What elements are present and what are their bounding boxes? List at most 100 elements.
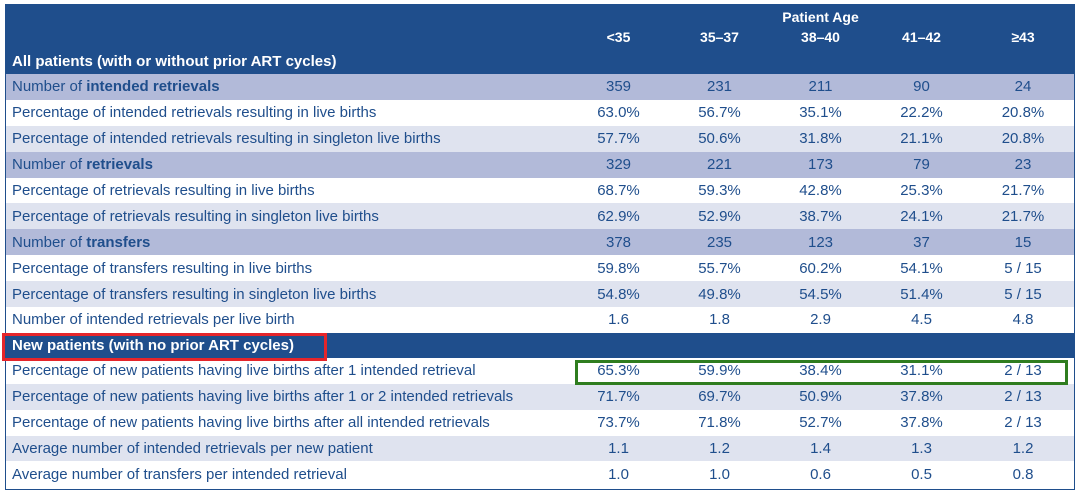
table-cell: 50.6%: [669, 125, 770, 152]
table-cell: 50.9%: [770, 383, 871, 410]
row-label: Number of intended retrievals: [6, 74, 568, 100]
section-header-all-patients: All patients (with or without prior ART …: [6, 49, 1074, 74]
table-cell: 329: [568, 151, 669, 178]
table-cell: 2 / 13: [972, 383, 1074, 410]
table-cell: 62.9%: [568, 203, 669, 230]
table-cell: 2 / 13: [972, 409, 1074, 436]
table-cell: 378: [568, 229, 669, 256]
table-cell: 22.2%: [871, 99, 972, 126]
table-cell: 35.1%: [770, 99, 871, 126]
table-cell: 60.2%: [770, 255, 871, 282]
table-cell: 57.7%: [568, 125, 669, 152]
table-cell: 1.8: [669, 307, 770, 333]
age-column-header: 35–37: [669, 25, 770, 49]
table-row: Percentage of new patients having live b…: [6, 409, 1074, 436]
table-cell: 5 / 15: [972, 281, 1074, 308]
table-cell: 37: [871, 229, 972, 256]
table-cell: 1.3: [871, 435, 972, 462]
row-label: Percentage of retrievals resulting in si…: [6, 203, 568, 230]
section-header-new-patients: New patients (with no prior ART cycles): [6, 332, 1074, 358]
table-cell: 0.5: [871, 461, 972, 488]
table-cell: 1.1: [568, 435, 669, 462]
table-cell: 37.8%: [871, 409, 972, 436]
table-cell: 90: [871, 74, 972, 100]
table-row: Percentage of transfers resulting in liv…: [6, 255, 1074, 282]
row-label: Percentage of transfers resulting in liv…: [6, 255, 568, 282]
table-cell: 59.3%: [669, 177, 770, 204]
table-cell: 56.7%: [669, 99, 770, 126]
row-label: Percentage of transfers resulting in sin…: [6, 281, 568, 308]
table-cell: 55.7%: [669, 255, 770, 282]
table-cell: 69.7%: [669, 383, 770, 410]
table-cell: 24: [972, 74, 1074, 100]
table-cell: 71.7%: [568, 383, 669, 410]
table-cell: 231: [669, 74, 770, 100]
row-label: Number of transfers: [6, 229, 568, 256]
row-label: Number of intended retrievals per live b…: [6, 307, 568, 333]
table-cell: 38.7%: [770, 203, 871, 230]
row-label: Percentage of new patients having live b…: [6, 357, 568, 384]
table-cell: 65.3%: [568, 357, 669, 384]
table-cell: 1.6: [568, 307, 669, 333]
table-cell: 20.8%: [972, 99, 1074, 126]
table-cell: 31.1%: [871, 357, 972, 384]
header-row-ages: <35 35–37 38–40 41–42 ≥43: [6, 25, 1074, 49]
age-column-header: 38–40: [770, 25, 871, 49]
table-cell: 23: [972, 151, 1074, 178]
age-column-header: ≥43: [972, 25, 1074, 49]
table-cell: 0.6: [770, 461, 871, 488]
table-cell: 21.7%: [972, 203, 1074, 230]
table-cell: 221: [669, 151, 770, 178]
table-cell: 51.4%: [871, 281, 972, 308]
table-row: Number of retrievals 329 221 173 79 23: [6, 151, 1074, 178]
table-row: Percentage of new patients having live b…: [6, 383, 1074, 410]
patient-age-header: Patient Age: [770, 5, 871, 25]
row-label: Number of retrievals: [6, 151, 568, 178]
table-row: Percentage of new patients having live b…: [6, 357, 1074, 384]
table-cell: 49.8%: [669, 281, 770, 308]
header-row-group: Patient Age: [6, 5, 1074, 25]
table-cell: 4.8: [972, 307, 1074, 333]
table-cell: 123: [770, 229, 871, 256]
table-row: Average number of intended retrievals pe…: [6, 435, 1074, 462]
table-cell: 73.7%: [568, 409, 669, 436]
table-cell: 5 / 15: [972, 255, 1074, 282]
table-cell: 52.9%: [669, 203, 770, 230]
table-cell: 15: [972, 229, 1074, 256]
table-row: Number of intended retrievals per live b…: [6, 307, 1074, 333]
table-row: Percentage of retrievals resulting in li…: [6, 177, 1074, 204]
table-cell: 25.3%: [871, 177, 972, 204]
table-cell: 0.8: [972, 461, 1074, 488]
table-cell: 1.2: [669, 435, 770, 462]
table-cell: 68.7%: [568, 177, 669, 204]
table-cell: 54.8%: [568, 281, 669, 308]
table-row: Number of transfers 378 235 123 37 15: [6, 229, 1074, 256]
table-cell: 1.4: [770, 435, 871, 462]
table-cell: 21.7%: [972, 177, 1074, 204]
table-cell: 59.8%: [568, 255, 669, 282]
row-label: Percentage of intended retrievals result…: [6, 99, 568, 126]
table-cell: 24.1%: [871, 203, 972, 230]
row-label: Percentage of new patients having live b…: [6, 383, 568, 410]
table-row: Percentage of transfers resulting in sin…: [6, 281, 1074, 308]
table-cell: 1.0: [669, 461, 770, 488]
row-label: Percentage of new patients having live b…: [6, 409, 568, 436]
table-cell: 37.8%: [871, 383, 972, 410]
table-row: Number of intended retrievals 359 231 21…: [6, 74, 1074, 100]
table-cell: 31.8%: [770, 125, 871, 152]
table-cell: 4.5: [871, 307, 972, 333]
row-label: Percentage of intended retrievals result…: [6, 125, 568, 152]
table-cell: 359: [568, 74, 669, 100]
section-title: New patients (with no prior ART cycles): [6, 332, 1074, 358]
table-row: Percentage of intended retrievals result…: [6, 125, 1074, 152]
section-title: All patients (with or without prior ART …: [6, 49, 1074, 74]
table-cell: 38.4%: [770, 357, 871, 384]
table-cell: 63.0%: [568, 99, 669, 126]
table-cell: 59.9%: [669, 357, 770, 384]
table-cell: 211: [770, 74, 871, 100]
table-cell: 2.9: [770, 307, 871, 333]
table-cell: 1.0: [568, 461, 669, 488]
row-label: Percentage of retrievals resulting in li…: [6, 177, 568, 204]
table-cell: 235: [669, 229, 770, 256]
data-table: Patient Age <35 35–37 38–40 41–42 ≥43 Al…: [6, 5, 1074, 488]
